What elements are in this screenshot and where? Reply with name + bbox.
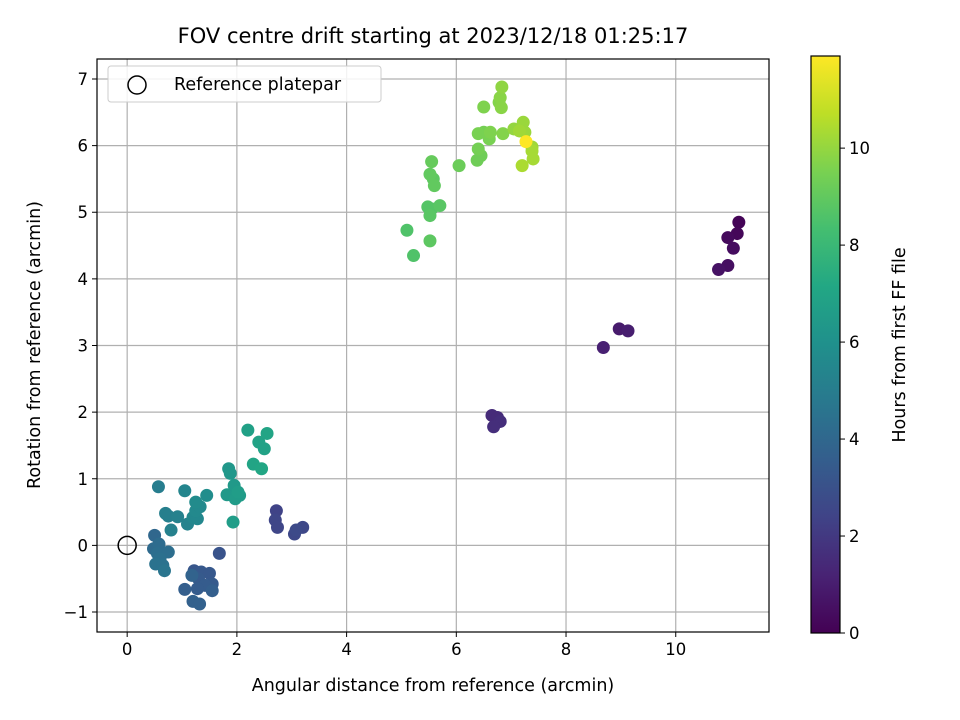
data-point — [190, 582, 204, 596]
data-point — [477, 100, 491, 114]
colorbar-gradient — [810, 55, 841, 634]
data-point — [425, 155, 439, 169]
data-point — [171, 510, 185, 524]
data-point — [471, 127, 485, 141]
y-tick-label: 6 — [78, 137, 89, 156]
data-point — [423, 234, 437, 248]
colorbar-tick-label: 8 — [849, 236, 860, 255]
data-point — [223, 466, 237, 480]
data-point — [512, 124, 526, 138]
y-tick-label: 3 — [78, 337, 89, 356]
x-axis-label: Angular distance from reference (arcmin) — [252, 676, 615, 696]
x-tick-label: 10 — [665, 640, 686, 659]
data-point — [721, 231, 735, 245]
data-point — [185, 568, 199, 582]
data-point — [260, 426, 274, 440]
data-point — [732, 215, 746, 229]
data-point — [621, 324, 635, 338]
legend-marker-icon — [127, 75, 147, 95]
x-tick-label: 0 — [122, 640, 133, 659]
grid-lines — [97, 59, 769, 632]
data-point — [496, 127, 510, 141]
x-tick-label: 6 — [451, 640, 462, 659]
data-point — [712, 263, 726, 277]
colorbar-tick-label: 4 — [849, 430, 860, 449]
data-point — [231, 485, 245, 499]
x-tick-label: 8 — [561, 640, 572, 659]
data-point — [596, 340, 610, 354]
x-tick-label: 2 — [232, 640, 243, 659]
y-tick-label: 1 — [78, 470, 89, 489]
data-point — [407, 249, 421, 263]
data-point — [495, 80, 509, 94]
colorbar-tick-label: 10 — [849, 139, 870, 158]
y-tick-label: 2 — [78, 403, 89, 422]
y-tick-label: 4 — [78, 270, 89, 289]
data-point — [519, 135, 533, 149]
data-point — [400, 223, 414, 237]
data-point — [205, 584, 219, 598]
legend-box — [107, 65, 382, 103]
colorbar-ticks: 0 2 4 6 8 10 — [840, 139, 870, 643]
data-point — [193, 597, 207, 611]
data-point — [289, 523, 303, 537]
data-point — [178, 582, 192, 596]
y-tick-label: 7 — [78, 70, 89, 89]
data-point — [200, 488, 214, 502]
colorbar-tick-label: 0 — [849, 624, 860, 643]
data-point — [515, 159, 529, 173]
legend: Reference platepar — [107, 65, 382, 103]
colorbar: 0 2 4 6 8 10 Hours from first FF file — [810, 55, 910, 643]
data-point — [270, 520, 284, 534]
data-point — [157, 564, 171, 578]
reference-point-marker — [117, 535, 137, 556]
data-point — [151, 480, 165, 494]
data-point — [161, 509, 175, 523]
colorbar-tick-label: 2 — [849, 527, 860, 546]
data-point — [257, 442, 271, 456]
data-point — [483, 125, 497, 139]
data-point — [423, 209, 437, 223]
data-point — [427, 179, 441, 193]
points-layer — [147, 80, 746, 611]
data-point — [212, 546, 226, 560]
data-point — [423, 167, 437, 181]
data-point — [241, 423, 255, 437]
x-tick-label: 4 — [341, 640, 352, 659]
data-point — [726, 241, 740, 255]
data-point — [255, 462, 269, 476]
data-point — [202, 566, 216, 580]
data-point — [493, 91, 507, 105]
data-point — [433, 199, 447, 213]
y-ticks: −1 0 1 2 3 4 5 6 7 — [64, 70, 97, 622]
data-point — [226, 515, 240, 529]
data-point — [178, 484, 192, 498]
colorbar-label: Hours from first FF file — [890, 247, 910, 442]
x-ticks: 0 2 4 6 8 10 — [122, 632, 686, 659]
data-point — [487, 420, 501, 434]
y-tick-label: −1 — [64, 603, 88, 622]
data-point — [526, 152, 540, 166]
chart-title: FOV centre drift starting at 2023/12/18 … — [178, 24, 689, 48]
data-point — [452, 159, 466, 173]
data-point — [471, 142, 485, 156]
y-tick-label: 0 — [78, 536, 89, 555]
y-axis-label: Rotation from reference (arcmin) — [25, 201, 45, 489]
data-point — [164, 523, 178, 537]
data-point — [189, 495, 203, 509]
colorbar-tick-label: 6 — [849, 333, 860, 352]
y-tick-label: 5 — [78, 203, 89, 222]
legend-label: Reference platepar — [174, 75, 342, 95]
data-point — [494, 101, 508, 115]
